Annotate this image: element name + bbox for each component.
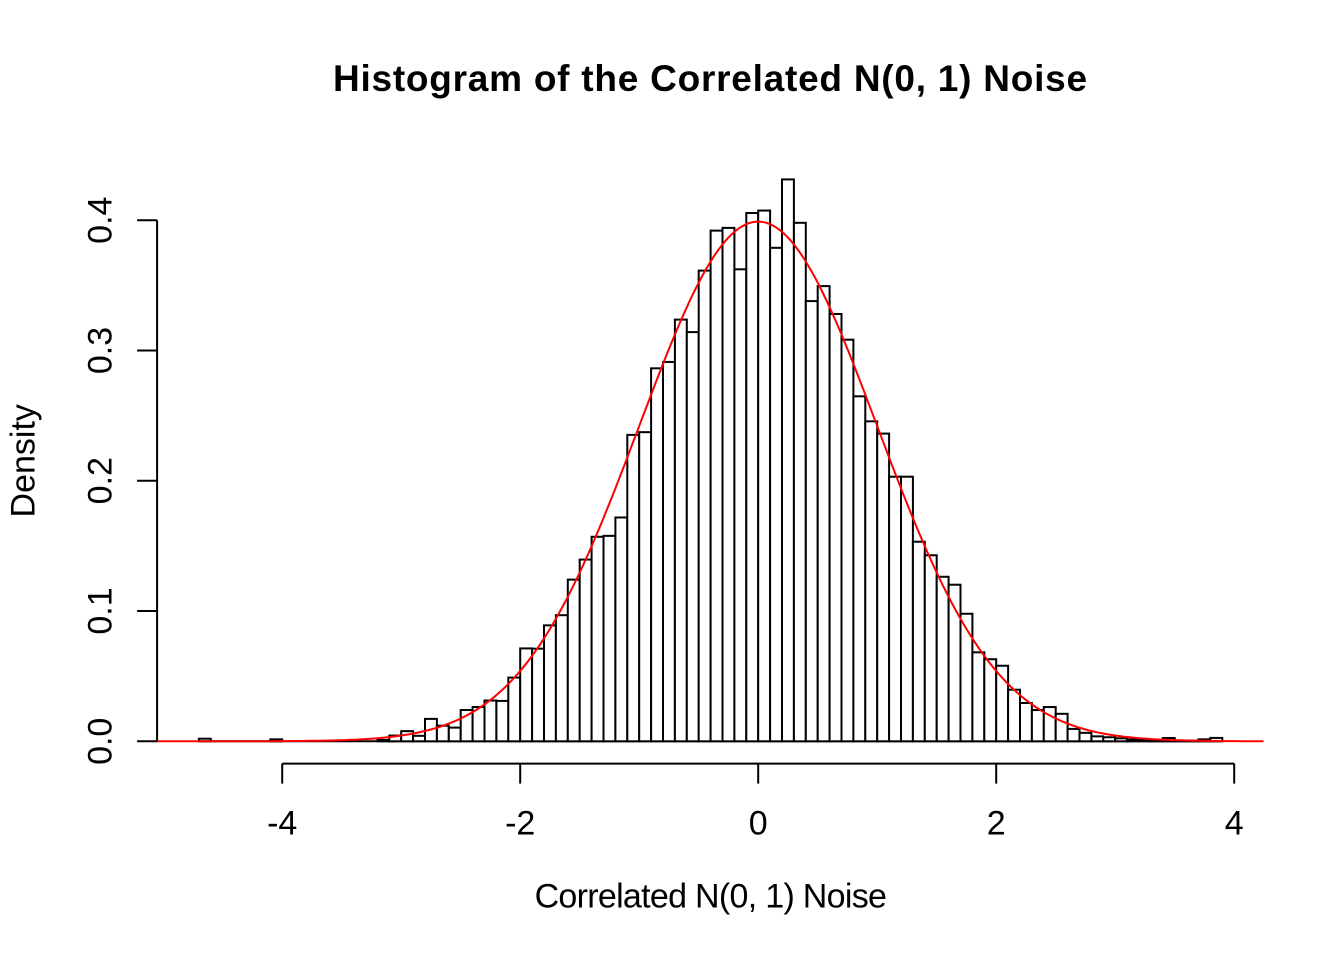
- svg-text:4: 4: [1225, 805, 1244, 843]
- svg-text:0: 0: [749, 805, 768, 843]
- svg-text:-2: -2: [505, 805, 535, 843]
- svg-text:2: 2: [987, 805, 1006, 843]
- svg-text:0.2: 0.2: [81, 457, 119, 504]
- svg-text:0.1: 0.1: [81, 587, 119, 634]
- svg-text:0.3: 0.3: [81, 327, 119, 374]
- svg-text:Density: Density: [5, 404, 43, 517]
- svg-text:0.0: 0.0: [81, 718, 119, 765]
- svg-text:Correlated N(0, 1) Noise: Correlated N(0, 1) Noise: [535, 877, 887, 915]
- svg-text:0.4: 0.4: [81, 197, 119, 244]
- svg-text:-4: -4: [267, 805, 297, 843]
- svg-text:Histogram of the Correlated N(: Histogram of the Correlated N(0, 1) Nois…: [333, 58, 1088, 99]
